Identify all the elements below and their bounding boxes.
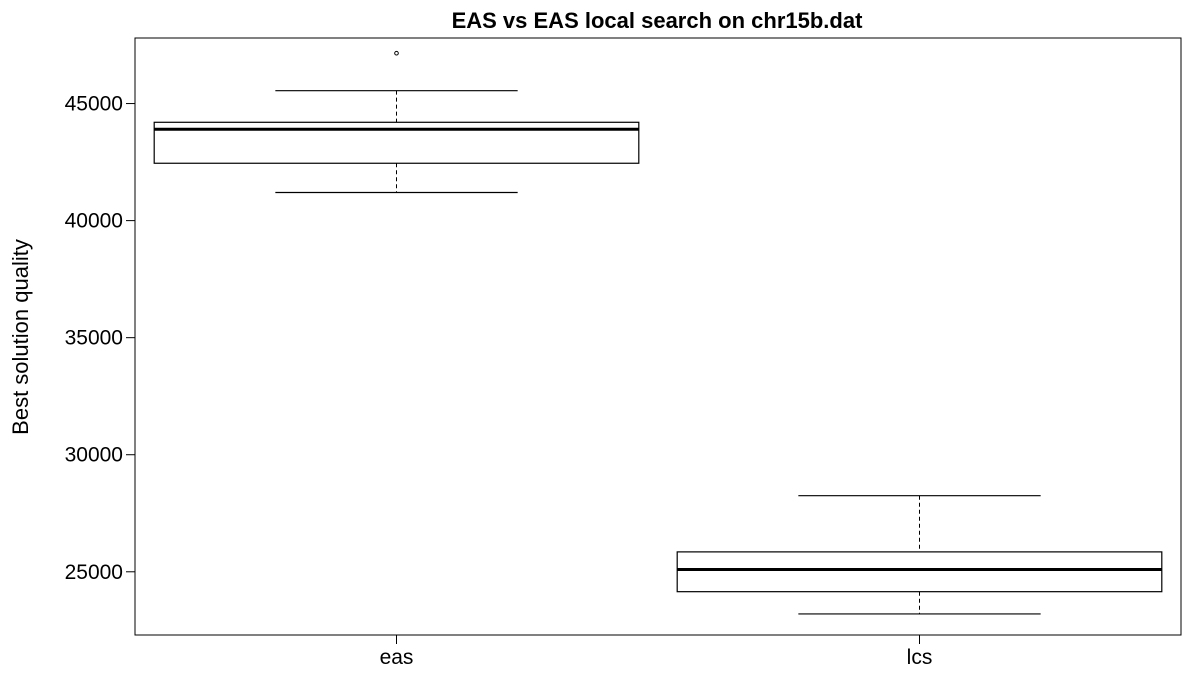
iqr-box (153, 121, 640, 164)
outlier-point (394, 50, 399, 56)
boxes-group (153, 50, 1163, 615)
y-axis-title: Best solution quality (8, 239, 33, 435)
plot-frame (134, 37, 1182, 636)
chart-title: EAS vs EAS local search on chr15b.dat (452, 8, 863, 33)
y-tick-label: 30000 (65, 444, 123, 467)
y-tick-label: 45000 (65, 93, 123, 116)
box-lcs (676, 495, 1163, 615)
y-tick-label: 25000 (65, 561, 123, 584)
x-axis: eas lcs (380, 635, 933, 669)
x-tick-label: eas (380, 646, 414, 669)
iqr-box (676, 551, 1163, 593)
box-eas (153, 50, 640, 194)
y-axis: 25000 30000 35000 40000 45000 (65, 93, 135, 584)
x-tick-label: lcs (907, 646, 933, 669)
y-tick-label: 40000 (65, 210, 123, 233)
y-tick-label: 35000 (65, 327, 123, 350)
